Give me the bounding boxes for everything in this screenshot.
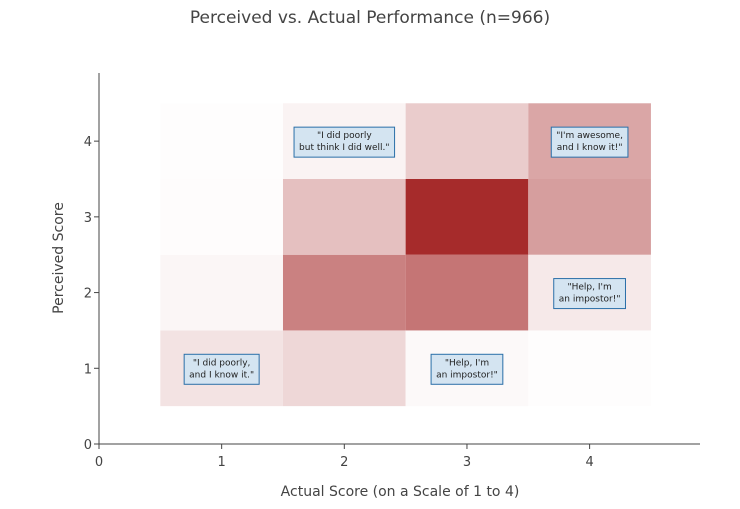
annotation-text: "I did poorly xyxy=(317,131,372,141)
y-axis-label: Perceived Score xyxy=(51,202,67,314)
x-tick-label: 2 xyxy=(340,455,348,470)
annotation-text: "Help, I'm xyxy=(445,358,489,368)
annotation-text: and I know it." xyxy=(189,370,254,380)
annotation-box: "Help, I'm an impostor!" xyxy=(430,353,504,385)
heatmap-cell xyxy=(405,103,529,179)
annotation-background xyxy=(553,278,626,310)
annotation-text: "Help, I'm xyxy=(567,283,611,293)
annotation-text: "I did poorly, xyxy=(193,358,251,368)
annotations: "I did poorly,and I know it.""I did poor… xyxy=(183,126,629,385)
annotation-text: "I'm awesome, xyxy=(556,131,623,141)
annotation-background xyxy=(430,353,504,385)
annotation-box: "I'm awesome, and I know it!" xyxy=(550,126,629,158)
x-axis-label: Actual Score (on a Scale of 1 to 4) xyxy=(281,484,520,500)
axes xyxy=(98,73,700,445)
heatmap-cell xyxy=(282,254,406,331)
annotation-box: "I did poorly, and I know it." xyxy=(183,353,260,385)
y-tick-label: 2 xyxy=(84,287,92,302)
annotation-background xyxy=(550,126,629,158)
chart-title: Perceived vs. Actual Performance (n=966) xyxy=(189,8,551,28)
y-tick-label: 4 xyxy=(84,135,92,150)
annotation-box: "I did poorly but think I did well." xyxy=(293,126,396,158)
heatmap-cell xyxy=(528,179,651,255)
heatmap-cell xyxy=(160,103,283,179)
y-tick-label: 3 xyxy=(84,211,92,226)
heatmap-cell xyxy=(405,254,529,331)
x-tick-label: 1 xyxy=(218,455,226,470)
annotation-background xyxy=(293,126,396,158)
heatmap-cell xyxy=(160,179,283,255)
annotation-text: but think I did well." xyxy=(299,143,390,153)
x-tick-label: 3 xyxy=(463,455,471,470)
heatmap-cells xyxy=(160,103,651,407)
annotation-background xyxy=(183,353,260,385)
heatmap-cell xyxy=(528,330,651,407)
heatmap-cell xyxy=(160,254,283,331)
x-tick-label: 0 xyxy=(95,455,103,470)
axis-ticks: 0 1 2 3 4 0 1 2 3 4 xyxy=(84,135,594,470)
heatmap-cell xyxy=(282,330,406,407)
annotation-box: "Help, I'm an impostor!" xyxy=(553,278,626,310)
heatmap-cell xyxy=(405,179,529,255)
annotation-text: an impostor!" xyxy=(559,295,621,305)
heatmap-cell xyxy=(282,179,406,255)
annotation-text: an impostor!" xyxy=(436,370,498,380)
y-tick-label: 1 xyxy=(84,362,92,377)
x-tick-label: 4 xyxy=(585,455,593,470)
y-tick-label: 0 xyxy=(84,438,92,453)
annotation-text: and I know it!" xyxy=(557,143,623,153)
